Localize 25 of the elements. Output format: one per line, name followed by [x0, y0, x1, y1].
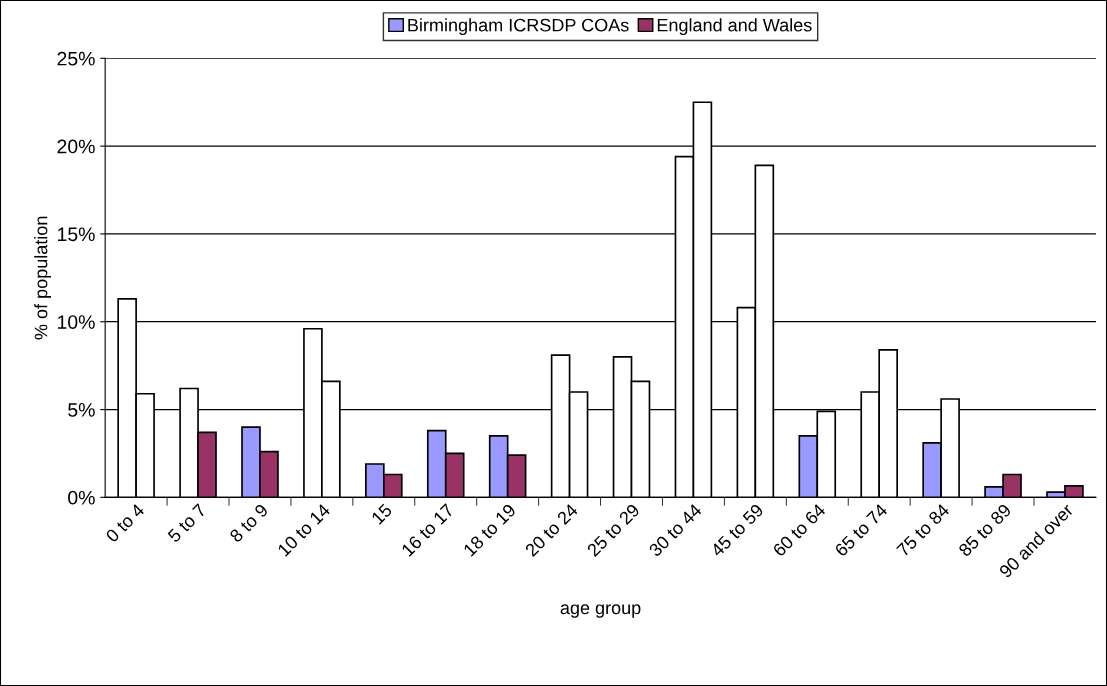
x-tick-label: 45 to 59	[709, 503, 765, 558]
y-tick-label: 15%	[58, 227, 95, 242]
y-axis-title: % of population	[34, 216, 51, 340]
x-tick-label: 5 to 7	[167, 503, 207, 544]
y-tick-label: 25%	[57, 51, 95, 66]
x-tick-label: 60 to 64	[772, 502, 827, 558]
x-tick-label: 85 to 89	[957, 503, 1012, 558]
x-axis-title: age group	[560, 604, 641, 618]
legend-label: Birmingham ICRSDP COAs	[408, 18, 629, 36]
x-tick-label: 65 to 74	[834, 502, 889, 558]
x-tick-label: 15	[371, 503, 393, 525]
x-tick-label: 75 to 84	[895, 502, 951, 558]
x-tick-label: 10 to 14	[277, 502, 331, 557]
x-tick-label: 16 to 17	[400, 503, 455, 557]
y-tick-label: 20%	[57, 139, 95, 154]
x-tick-label: 0 to 4	[105, 502, 146, 544]
x-tick-label: 8 to 9	[228, 503, 269, 543]
y-tick-label: 5%	[68, 403, 95, 417]
legend-label: England and Wales	[657, 18, 812, 36]
y-tick-label: 0%	[68, 490, 95, 505]
x-tick-label: 20 to 24	[524, 502, 579, 558]
x-tick-label: 18 to 19	[462, 503, 517, 557]
y-tick-label: 10%	[58, 315, 95, 329]
x-tick-label: 30 to 44	[648, 502, 703, 558]
x-tick-label: 25 to 29	[586, 503, 641, 558]
